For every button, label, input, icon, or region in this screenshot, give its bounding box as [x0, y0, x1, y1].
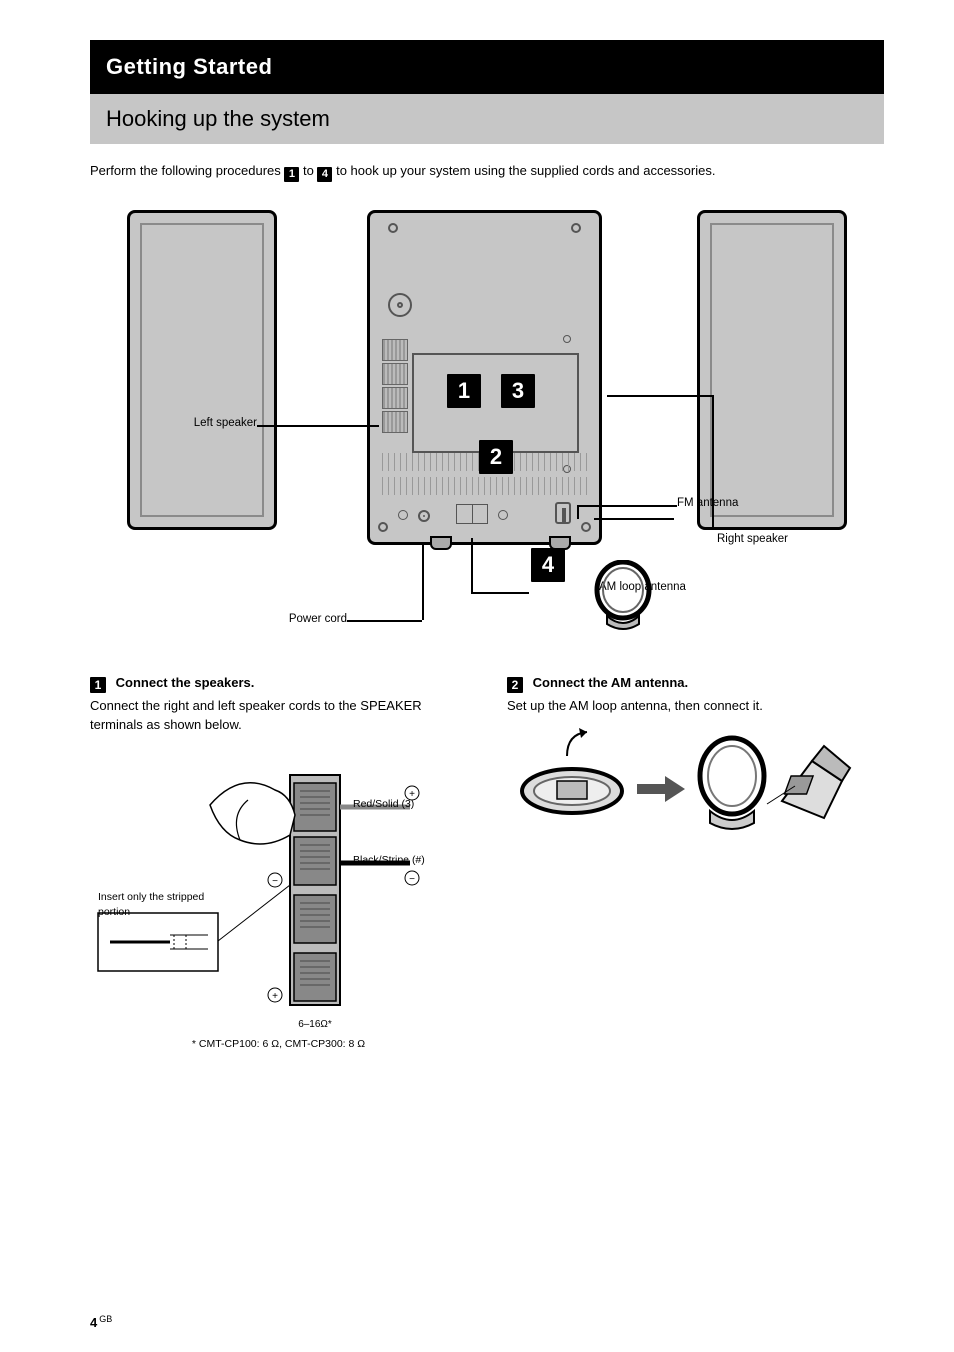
- step-ref-1-icon: 1: [284, 167, 299, 182]
- right-speaker-icon: [697, 210, 847, 530]
- intro-mid: to: [303, 163, 317, 178]
- hookup-diagram: 1 2 3 4 Right speaker Left speaker FM an…: [127, 200, 847, 650]
- svg-text:−: −: [272, 876, 278, 887]
- page-number: 4GB: [0, 1314, 954, 1330]
- svg-text:−: −: [409, 874, 415, 885]
- intro-text: Perform the following procedures 1 to 4 …: [90, 162, 884, 182]
- step-2-body: Set up the AM loop antenna, then connect…: [507, 697, 884, 716]
- speaker-terminal-diagram: + − − + 6–16Ω* Red/Solid (3) Black/Strip…: [90, 745, 430, 1035]
- intro-pre: Perform the following procedures: [90, 163, 284, 178]
- terminal-impedance-caption: * CMT-CP100: 6 Ω, CMT-CP300: 8 Ω: [90, 1037, 467, 1052]
- step-2-title: Connect the AM antenna.: [533, 675, 689, 690]
- intro-post: to hook up your system using the supplie…: [336, 163, 715, 178]
- strip-note: Insert only the stripped portion: [98, 890, 218, 920]
- wire-minus-label: Black/Stripe (#): [353, 853, 425, 868]
- wire-plus-label: Red/Solid (3): [353, 797, 414, 812]
- label-right-speaker: Right speaker: [717, 532, 847, 548]
- page-title: Hooking up the system: [90, 94, 884, 144]
- label-left-speaker: Left speaker: [177, 416, 257, 432]
- diagram-step-1-icon: 1: [447, 374, 481, 408]
- label-power-cord: Power cord: [227, 612, 347, 628]
- step-2-number-icon: 2: [507, 677, 523, 693]
- step-1-column: 1 Connect the speakers. Connect the righ…: [90, 674, 467, 1052]
- svg-text:6–16Ω*: 6–16Ω*: [298, 1019, 332, 1030]
- section-header: Getting Started: [90, 40, 884, 94]
- am-loop-assembly-diagram: [507, 726, 852, 836]
- step-2-column: 2 Connect the AM antenna. Set up the AM …: [507, 674, 884, 1052]
- step-1-number-icon: 1: [90, 677, 106, 693]
- step-1-title: Connect the speakers.: [116, 675, 255, 690]
- diagram-step-2-icon: 2: [479, 440, 513, 474]
- main-unit-icon: [367, 210, 602, 545]
- left-speaker-icon: [127, 210, 277, 530]
- am-loop-antenna-icon: [587, 560, 659, 632]
- diagram-step-4-icon: 4: [531, 548, 565, 582]
- step-1-body: Connect the right and left speaker cords…: [90, 697, 467, 735]
- diagram-step-3-icon: 3: [501, 374, 535, 408]
- svg-text:+: +: [272, 991, 278, 1002]
- step-ref-4-icon: 4: [317, 167, 332, 182]
- label-fm-antenna: FM antenna: [677, 496, 827, 512]
